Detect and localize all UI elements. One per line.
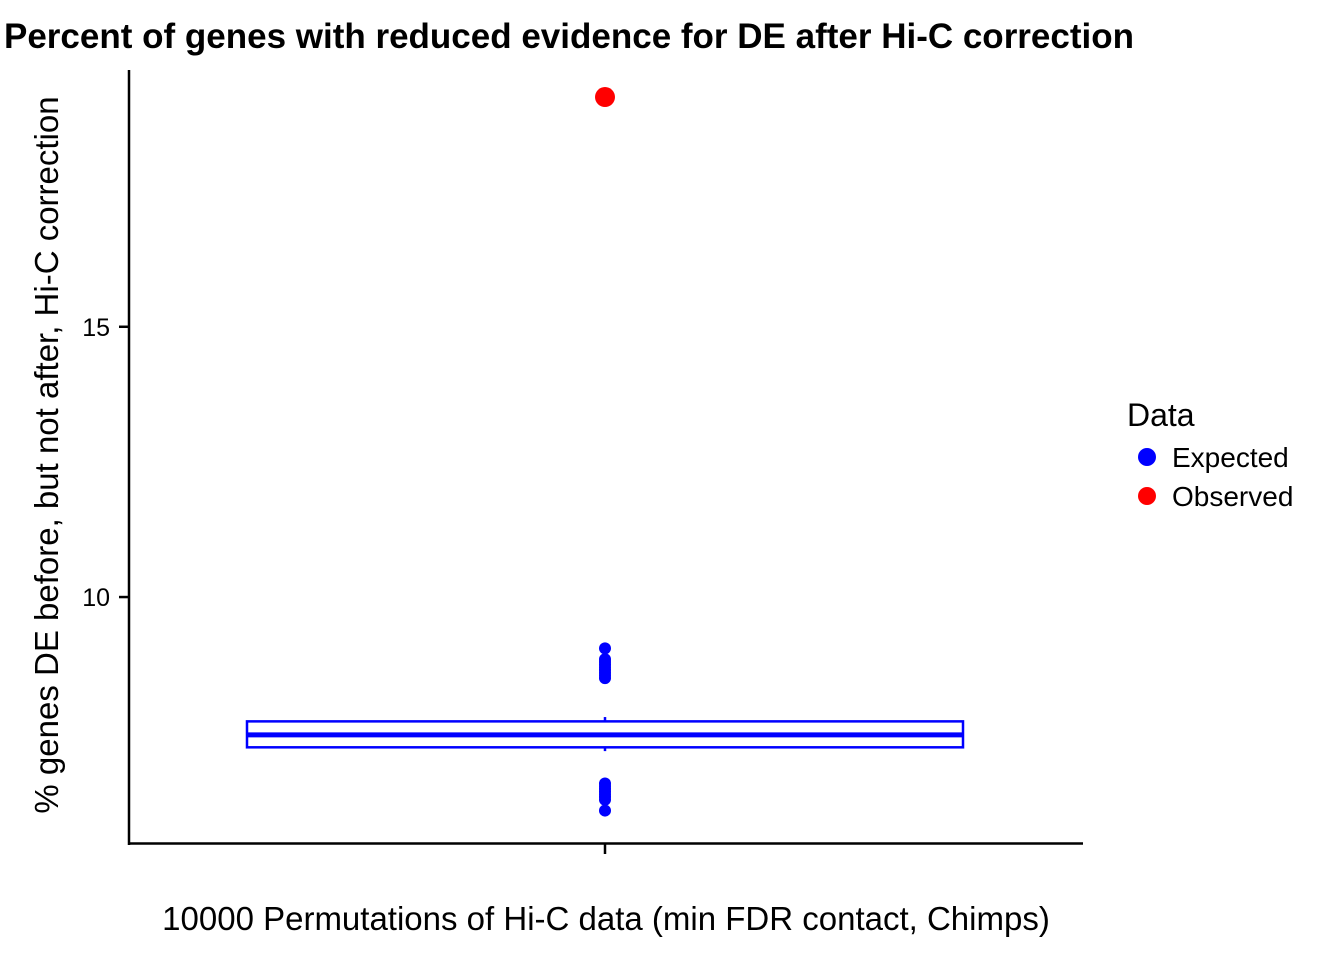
y-axis-ticks: 10 15 (82, 314, 129, 612)
y-tick-label: 15 (82, 314, 110, 342)
legend-label-expected: Expected (1172, 442, 1289, 473)
legend-title: Data (1127, 397, 1195, 433)
legend-label-observed: Observed (1172, 481, 1293, 512)
legend-swatch-observed (1138, 487, 1156, 505)
legend-swatch-expected (1138, 448, 1156, 466)
y-tick-label: 10 (82, 584, 110, 612)
legend: Data Expected Observed (1127, 397, 1293, 512)
outlier-point (599, 793, 611, 806)
outlier-point (599, 804, 611, 817)
observed-point (595, 87, 615, 108)
plot-marks (245, 87, 965, 817)
chart-title: Percent of genes with reduced evidence f… (4, 17, 1134, 56)
outlier-point (599, 672, 611, 685)
outlier-point (599, 642, 611, 655)
x-axis-label: 10000 Permutations of Hi-C data (min FDR… (162, 900, 1050, 937)
y-axis-label: % genes DE before, but not after, Hi-C c… (28, 96, 65, 813)
